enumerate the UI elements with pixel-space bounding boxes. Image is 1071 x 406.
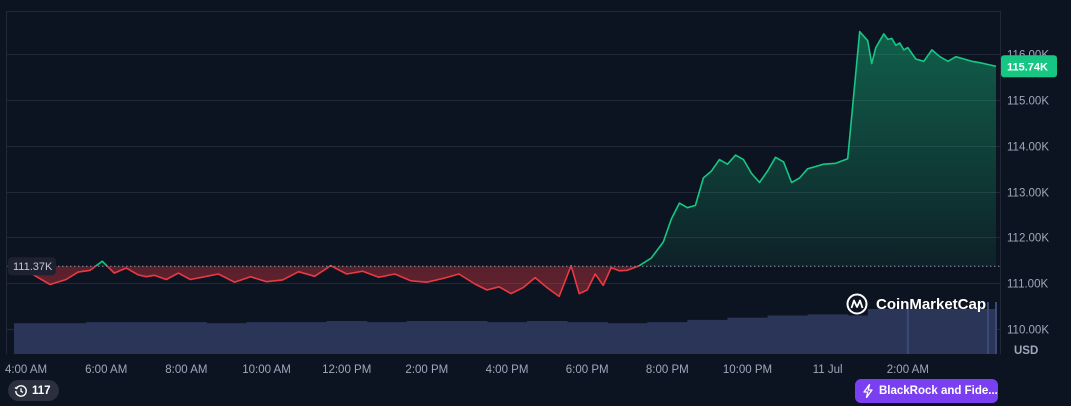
volume-bar (607, 323, 648, 354)
history-count-badge[interactable]: 117 (8, 380, 59, 401)
currency-label: USD (1014, 345, 1038, 357)
volume-bar (527, 321, 568, 354)
x-tick-label: 8:00 PM (646, 364, 689, 376)
price-area-down (14, 266, 996, 297)
reference-price-tag: 111.37K (8, 257, 56, 276)
current-price-tag: 115.74K (1001, 55, 1057, 78)
reference-price-label: 111.37K (13, 261, 53, 273)
x-tick-label: 4:00 PM (486, 364, 529, 376)
volume-bar (767, 315, 809, 354)
x-tick-label: 10:00 PM (723, 364, 772, 376)
volume-spike (906, 302, 909, 354)
history-clock-icon (14, 384, 27, 397)
volume-bar (927, 309, 969, 354)
x-tick-label: 6:00 PM (566, 364, 609, 376)
price-line (13, 30, 997, 298)
x-axis: 4:00 AM 6:00 AM 8:00 AM 10:00 AM 12:00 PM 2:0… (5, 364, 929, 376)
y-tick-label: 110.00K (1007, 325, 1049, 337)
x-tick-label: 4:00 AM (5, 364, 47, 376)
price-area (14, 31, 996, 297)
price-line-down (13, 266, 641, 298)
volume-bar (446, 321, 488, 354)
price-area-up (95, 31, 996, 267)
volume-bar (206, 323, 247, 354)
volume-bar (406, 321, 448, 354)
volume-bar (687, 319, 728, 354)
volume-spike (994, 302, 997, 354)
volume-bar (807, 314, 849, 354)
volume-bar (847, 315, 869, 354)
y-tick-label: 114.00K (1007, 142, 1049, 154)
volume-bar (647, 322, 688, 354)
x-tick-label: 2:00 AM (887, 364, 929, 376)
volume-bar (86, 322, 127, 354)
volume-bar (867, 309, 889, 354)
coinmarketcap-watermark: CoinMarketCap (846, 293, 986, 315)
volume-bar (366, 322, 408, 354)
volume-bar (486, 322, 528, 354)
volume-bar (166, 322, 207, 354)
history-count: 117 (32, 384, 51, 397)
volume-bar (246, 322, 288, 354)
y-axis: 110.00K 111.00K 112.00K 113.00K 114.00K 115.0… (1007, 50, 1049, 337)
x-tick-label: 10:00 AM (242, 364, 291, 376)
volume-bar (727, 317, 769, 354)
volume-bar (967, 309, 997, 354)
x-tick-label: 6:00 AM (85, 364, 127, 376)
y-tick-label: 113.00K (1007, 188, 1049, 200)
y-tick-label: 115.00K (1007, 96, 1049, 108)
volume-bar (46, 323, 87, 354)
x-tick-label: 2:00 PM (405, 364, 448, 376)
coinmarketcap-logo-icon (846, 293, 868, 315)
price-line-up (14, 30, 997, 267)
volume-bar (126, 322, 167, 354)
x-tick-label: 8:00 AM (165, 364, 207, 376)
volume-bar (14, 323, 47, 354)
volume-spike (986, 302, 989, 354)
volume-bars (14, 302, 997, 354)
x-tick-label: 12:00 PM (322, 364, 371, 376)
lightning-icon (863, 384, 873, 398)
volume-bar (286, 322, 328, 354)
news-headline-button[interactable]: BlackRock and Fide... (855, 379, 998, 403)
news-headline-label: BlackRock and Fide... (879, 385, 998, 397)
current-price-label: 115.74K (1007, 61, 1048, 73)
volume-bar (567, 322, 608, 354)
watermark-text: CoinMarketCap (876, 296, 986, 313)
y-tick-label: 111.00K (1007, 279, 1048, 291)
volume-bar (326, 321, 368, 354)
y-tick-label: 112.00K (1007, 233, 1049, 245)
x-tick-label: 11 Jul (813, 364, 843, 376)
